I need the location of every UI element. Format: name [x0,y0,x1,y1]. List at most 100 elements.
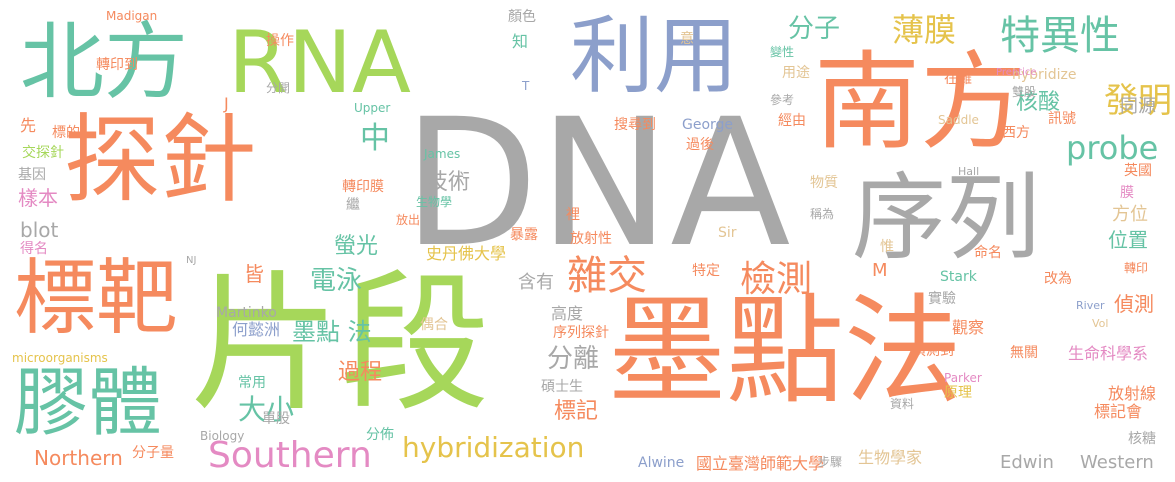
word-he-yi-zhou: 何懿洲 [232,320,281,339]
word-alwine: Alwine [638,455,685,471]
word-hybridization: hybridization [402,431,585,464]
word-mo-dian-fa-2: 墨點 法 [292,318,372,346]
word-guo-hou: 過後 [686,137,714,153]
word-fen-zi-liang: 分子量 [132,445,174,461]
word-jian-ce: 檢測 [740,259,813,300]
word-parker: Parker [944,371,982,385]
word-sir: Sir [718,225,737,241]
word-t: T [522,79,530,93]
word-upper: Upper [354,101,391,115]
word-sou-xun-dao: 搜尋到 [614,117,656,133]
word-zhi: 知 [512,32,529,51]
word-bao-lu: 暴露 [510,227,538,243]
word-zhuan-yin-mo: 轉印膜 [342,179,384,195]
word-dian-yong: 電泳 [310,266,363,296]
word-prentice: Prentice [996,67,1037,78]
word-biao-ba: 標靶 [14,251,179,346]
word-bo-mo: 薄膜 [892,11,957,49]
word-biao-de: 標的 [52,125,80,141]
word-ming-ming: 命名 [974,245,1002,261]
word-ying-guang: 螢光 [334,234,379,259]
word-tan-zhen: 探針 [64,104,256,216]
word-dna: DNA [403,81,791,286]
word-j: J [224,94,229,113]
word-fang-she-xian: 放射線 [1108,384,1157,403]
word-zhuan-yin: 轉印 [1124,261,1149,275]
word-fen-bu: 分佈 [366,427,394,443]
word-zi-liao: 資料 [890,397,915,411]
word-jiao-tan-zhen: 交探針 [22,145,64,161]
word-guan-cha: 觀察 [952,318,985,337]
word-jiao-ti: 膠體 [14,360,162,446]
word-zai-za: 在雜 [944,71,972,87]
word-ji: 繼 [346,197,360,213]
word-chang-yong: 常用 [238,375,266,391]
word-river: River [1076,299,1105,312]
word-he-suan: 核酸 [1016,90,1061,115]
word-xu-lie: 序列 [852,164,1041,273]
word-microorganisms: microorganisms [12,351,108,365]
word-bian-xing: 變性 [770,45,795,59]
word-yang-ben: 樣本 [18,186,58,210]
word-rna: RNA [228,13,411,113]
word-wei-zhi: 位置 [1108,228,1148,252]
word-zhong: 中 [360,121,390,156]
word-shuo-shi-sheng: 碩士生 [541,379,583,395]
word-te-yi-xing: 特異性 [1000,13,1120,59]
word-madigan: Madigan [106,9,158,23]
word-martinko: Martinko [216,305,277,321]
word-he-tang: 核糖 [1128,431,1156,447]
word-za-jiao: 雜交 [567,253,647,299]
word-biology: Biology [200,429,245,443]
word-tong-yuan: 同源 [1120,96,1156,117]
word-li-yong: 利用 [570,7,739,105]
word-fen-zi: 分子 [788,14,841,44]
word-biao-ji: 標記 [554,399,599,424]
word-stark: Stark [940,269,977,285]
word-yong-tu: 用途 [782,65,810,81]
word-wu-zhi: 物質 [810,175,838,191]
word-ying-guo: 英國 [1124,163,1152,179]
word-pian-duan: 片段 [190,258,491,432]
word-hall: Hall [958,165,980,178]
word-zhen-ce: 偵測 [1114,292,1154,316]
word-stanford-univ: 史丹佛大學 [426,244,507,263]
word-sheng-wu-xue-jia: 生物學家 [858,448,923,467]
word-yuan-li: 原理 [944,385,972,401]
word-ji-yin: 基因 [18,167,46,183]
word-northern: Northern [34,446,123,470]
word-guo-cheng: 過程 [338,360,383,385]
word-fang-she-xing: 放射性 [570,231,612,247]
word-ou-he: 偶合 [420,317,448,333]
word-cheng-wei: 稱為 [810,207,835,221]
word-mo-dian-fa: 墨點法 [608,282,963,420]
word-ji-shu: 技術 [426,170,471,195]
word-fa-ming: 發明 [1104,81,1172,121]
word-bei-fang: 北方 [20,13,189,111]
word-george: George [682,117,734,133]
word-hybridize: hybridize [1012,67,1077,83]
word-xun-hao: 訊號 [1048,111,1076,127]
word-blot: blot [20,218,59,242]
word-dan-gu: 單股 [262,411,290,427]
word-nan-fang: 南方 [814,41,1026,164]
word-wu-guan: 無關 [1010,345,1038,361]
word-saddle: Saddle [938,113,979,127]
word-xian: 先 [20,116,37,135]
word-james: James [424,147,461,161]
word-vol: Vol [1092,317,1109,330]
word-western: Western [1080,452,1154,473]
word-taiwan-normal-univ: 國立臺灣師範大學 [696,454,825,473]
word-mo: 膜 [1120,185,1134,201]
word-fang-wei: 方位 [1112,204,1148,225]
word-sheng-wu-xue: 生物學 [416,195,453,209]
word-fang-chu: 放出 [396,213,421,227]
word-te-ding: 特定 [692,263,720,279]
word-xi-fang: 西方 [1002,125,1030,141]
word-gao-du: 高度 [551,304,584,323]
word-da-xiao: 大小 [238,393,295,426]
word-de-ming: 得名 [20,241,48,257]
word-probe: probe [1066,129,1159,167]
word-jing-you: 經由 [778,113,806,129]
